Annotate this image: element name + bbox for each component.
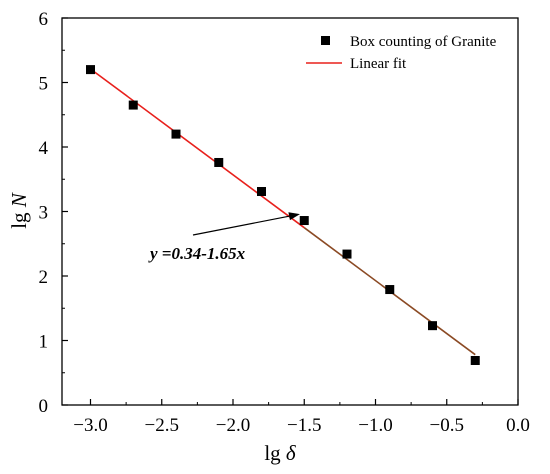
- x-tick-label: −1.0: [358, 415, 392, 436]
- y-tick-label: 5: [39, 74, 49, 95]
- fit-line-group: [90, 68, 476, 356]
- ticks: −3.0 −2.5 −2.0 −1.5 −1.0 −0.5 0.0 0 1 2 3 4 5 6: [39, 9, 530, 436]
- annotation: y =0.34-1.65x: [148, 212, 300, 263]
- data-point: [128, 100, 138, 110]
- data-point: [299, 216, 309, 226]
- data-point: [86, 65, 95, 75]
- x-tick-label: −1.5: [287, 415, 321, 436]
- fit-equation: y =0.34-1.65x: [148, 244, 246, 263]
- data-point: [428, 321, 437, 331]
- axes: [61, 17, 519, 406]
- y-tick-label: 6: [39, 9, 49, 30]
- annotation-arrow-head: [288, 212, 300, 221]
- annotation-arrow: [192, 215, 290, 236]
- y-axis-title-base: lg: [7, 207, 31, 229]
- x-axis-title-base: lg: [264, 441, 286, 465]
- plot-frame: [61, 17, 519, 406]
- x-tick-label: −2.0: [216, 415, 250, 436]
- data-point: [171, 129, 181, 139]
- legend-label-scatter: Box counting of Granite: [350, 34, 497, 50]
- y-tick-label: 3: [39, 203, 49, 224]
- y-axis-title-symbol: N: [7, 192, 31, 208]
- y-tick-label: 2: [39, 267, 49, 288]
- legend: Box counting of Granite Linear fit: [306, 34, 497, 72]
- data-points: [86, 65, 480, 365]
- data-point: [385, 285, 395, 295]
- x-tick-label: −0.5: [430, 415, 464, 436]
- legend-marker-scatter: [321, 36, 330, 45]
- x-axis-title-symbol: δ: [286, 441, 297, 465]
- data-point: [257, 187, 266, 197]
- y-tick-label: 1: [39, 332, 49, 353]
- x-tick-label: −3.0: [73, 415, 107, 436]
- y-tick-label: 0: [39, 396, 49, 417]
- fit-line-segment-upper: [90, 68, 305, 229]
- legend-label-fit: Linear fit: [350, 56, 407, 72]
- x-tick-label: 0.0: [506, 415, 530, 436]
- x-axis-title: lg δ: [264, 441, 297, 465]
- data-point: [470, 355, 480, 365]
- y-axis-title: lg N: [7, 192, 31, 229]
- data-point: [342, 249, 352, 259]
- x-tick-label: −2.5: [145, 415, 179, 436]
- data-point: [214, 157, 224, 167]
- y-tick-label: 4: [39, 138, 49, 159]
